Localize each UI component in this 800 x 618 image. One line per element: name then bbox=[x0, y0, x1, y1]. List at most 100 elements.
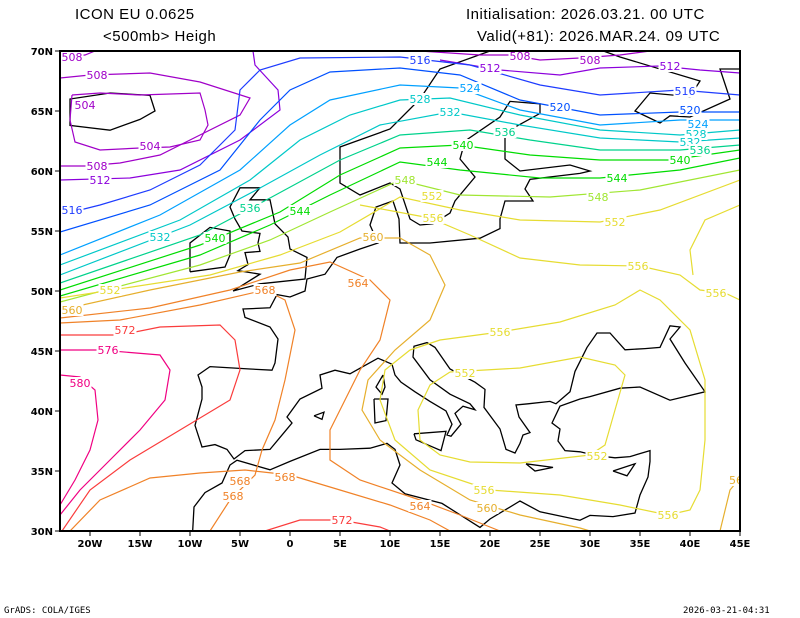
contour-564 bbox=[60, 261, 501, 531]
contour-568 bbox=[69, 469, 451, 531]
contour-label: 532 bbox=[440, 106, 461, 119]
lon-tick-label: 30E bbox=[580, 539, 601, 550]
lon-tick-label: 10W bbox=[178, 539, 203, 550]
lat-tick-label: 70N bbox=[31, 47, 53, 58]
lat-tick-label: 50N bbox=[31, 287, 53, 298]
contour-556 bbox=[359, 204, 740, 301]
contour-576 bbox=[60, 349, 171, 516]
contour-label: 520 bbox=[550, 101, 571, 114]
contour-label: 560 bbox=[477, 502, 498, 515]
contour-540 bbox=[60, 144, 740, 291]
contour-label: 556 bbox=[706, 287, 727, 300]
contour-label: 536 bbox=[495, 126, 516, 139]
contour-label: 508 bbox=[580, 54, 601, 67]
contour-label: 548 bbox=[588, 191, 609, 204]
contour-580 bbox=[60, 374, 99, 506]
lon-tick-label: 40E bbox=[680, 539, 701, 550]
contour-label: 524 bbox=[688, 118, 709, 131]
contour-label: 552 bbox=[605, 216, 626, 229]
contour-label: 516 bbox=[675, 85, 696, 98]
contour-label: 572 bbox=[115, 324, 136, 337]
contour-label: 544 bbox=[290, 205, 311, 218]
contour-label: 516 bbox=[62, 204, 83, 217]
contour-label: 540 bbox=[453, 139, 474, 152]
contour-label: 556 bbox=[474, 484, 495, 497]
coastline bbox=[612, 462, 637, 477]
grads-credit: GrADS: COLA/IGES bbox=[4, 606, 91, 616]
contour-label: 580 bbox=[70, 377, 91, 390]
contour-532 bbox=[60, 111, 740, 276]
render-timestamp: 2026-03-21-04:31 bbox=[683, 606, 770, 616]
contour-552 bbox=[60, 179, 740, 299]
contour-556 bbox=[689, 204, 740, 276]
contour-label: 536 bbox=[690, 144, 711, 157]
lon-tick-label: 15W bbox=[128, 539, 153, 550]
lon-tick-label: 25E bbox=[530, 539, 551, 550]
lat-tick-label: 60N bbox=[31, 167, 53, 178]
contour-560 bbox=[60, 237, 591, 531]
valid-time: Valid(+81): 2026.MAR.24. 09 UTC bbox=[477, 28, 721, 45]
contour-label: 552 bbox=[100, 284, 121, 297]
coastline bbox=[525, 463, 554, 472]
lat-tick-label: 35N bbox=[31, 467, 53, 478]
coastline bbox=[69, 92, 156, 131]
coastline bbox=[189, 226, 231, 273]
lon-tick-label: 20W bbox=[78, 539, 103, 550]
coastline bbox=[413, 430, 447, 452]
model-title: ICON EU 0.0625 bbox=[75, 6, 195, 23]
contour-label: 544 bbox=[427, 156, 448, 169]
contour-label: 508 bbox=[510, 50, 531, 63]
contour-label: 528 bbox=[410, 93, 431, 106]
contour-508 bbox=[419, 51, 651, 61]
coastlines bbox=[69, 51, 740, 531]
lon-tick-label: 45E bbox=[730, 539, 751, 550]
contour-label: 568 bbox=[255, 284, 276, 297]
contour-label: 512 bbox=[480, 62, 501, 75]
contour-536 bbox=[60, 129, 740, 284]
lat-tick-label: 65N bbox=[31, 107, 53, 118]
contour-label: 568 bbox=[230, 475, 251, 488]
coastline bbox=[229, 187, 308, 292]
axis-ticks: 70N 65N 60N 55N 50N 45N 40N 35N 30N 20W 15W 10W 5W 0 5… bbox=[31, 47, 751, 550]
lon-tick-label: 5E bbox=[333, 539, 347, 550]
contour-label: 536 bbox=[240, 202, 261, 215]
coastline bbox=[373, 398, 389, 424]
contour-552 bbox=[417, 356, 626, 464]
contour-label: 508 bbox=[87, 69, 108, 82]
lon-tick-label: 0 bbox=[287, 539, 294, 550]
contour-label: 572 bbox=[332, 514, 353, 527]
lat-tick-label: 30N bbox=[31, 527, 53, 538]
contour-512 bbox=[60, 51, 281, 181]
contour-label: 564 bbox=[348, 277, 369, 290]
contour-label: 512 bbox=[90, 174, 111, 187]
contour-label: 552 bbox=[455, 367, 476, 380]
contour-label: 540 bbox=[670, 154, 691, 167]
lon-tick-label: 35E bbox=[630, 539, 651, 550]
contour-label: 548 bbox=[395, 174, 416, 187]
contour-504 bbox=[69, 92, 209, 151]
coastline bbox=[313, 411, 325, 421]
contour-label: 568 bbox=[223, 490, 244, 503]
contour-label: 556 bbox=[658, 509, 679, 522]
field-title: <500mb> Heigh bbox=[103, 28, 217, 45]
contour-label: 512 bbox=[660, 60, 681, 73]
initialisation-time: Initialisation: 2026.03.21. 00 UTC bbox=[466, 6, 705, 23]
contour-label: 556 bbox=[423, 212, 444, 225]
contour-label: 556 bbox=[490, 326, 511, 339]
contour-label: 560 bbox=[363, 231, 384, 244]
coastline bbox=[375, 374, 386, 396]
contour-label: 504 bbox=[140, 140, 161, 153]
contour-572 bbox=[264, 519, 391, 531]
contour-label: 576 bbox=[98, 344, 119, 357]
contour-label: 524 bbox=[460, 82, 481, 95]
coastline bbox=[192, 51, 707, 531]
contour-label: 552 bbox=[587, 450, 608, 463]
contour-label: 568 bbox=[275, 471, 296, 484]
lat-tick-label: 40N bbox=[31, 407, 53, 418]
contour-label: 544 bbox=[607, 172, 628, 185]
contour-label: 564 bbox=[410, 500, 431, 513]
contour-label: 532 bbox=[150, 231, 171, 244]
contour-572 bbox=[60, 324, 241, 531]
contour-516 bbox=[60, 56, 740, 216]
